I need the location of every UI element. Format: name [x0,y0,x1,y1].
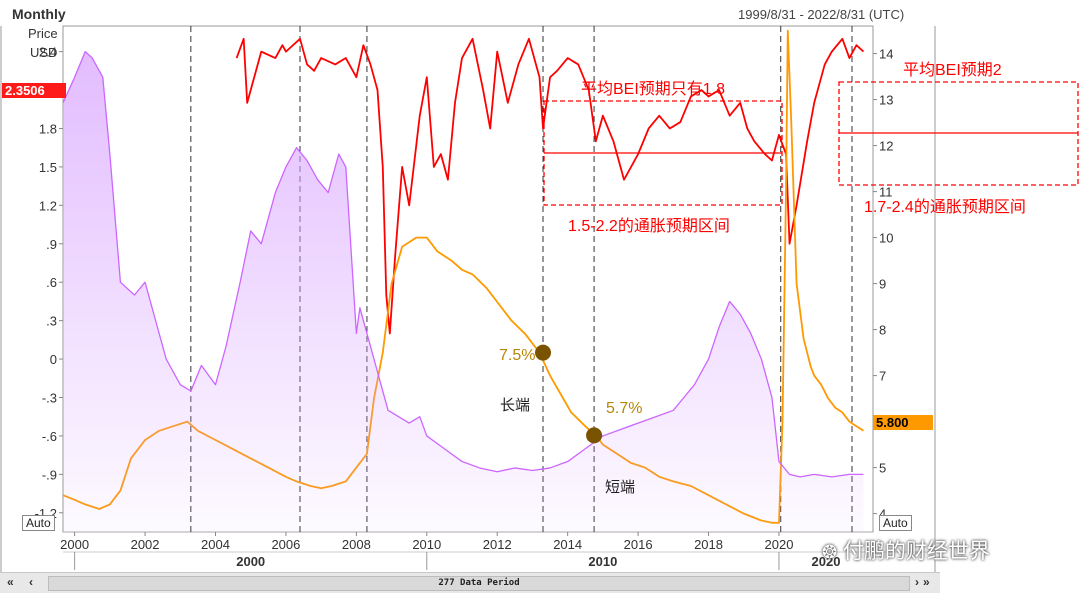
data-period-label: 277 Data Period [438,578,520,588]
y-left-tick-label: 1.2 [39,198,57,213]
x-tick-label: 2020 [765,537,794,552]
annotation-box1-range: 1.5-2.2的通胀预期区间 [568,218,730,235]
x-tick-label: 2014 [553,537,582,552]
y-right-tick-label: 12 [879,139,893,154]
x-tick-label: 2004 [201,537,230,552]
scroll-last-icon[interactable]: » [923,575,930,589]
unit-label-price: Price [28,26,58,41]
unit-label-usd: USD [30,45,58,60]
y-right-tick-label: 5 [879,461,886,476]
y-right-tick-label: 13 [879,93,893,108]
annotation-short-end: 短端 [605,479,636,496]
x-tick-label: 2010 [412,537,441,552]
y-right-tick-label: 14 [879,47,893,62]
y-right-tick-label: 9 [879,277,886,292]
y-right-tick-label: 7 [879,369,886,384]
watermark-text: 付鹏的财经世界 [842,540,990,563]
y-right-tick-label: 8 [879,323,886,338]
annotation-pct-long: 7.5% [499,347,536,364]
short-end-series-line [63,50,864,478]
x-tick-label: 2006 [271,537,300,552]
date-range-label: 1999/8/31 - 2022/8/31 (UTC) [738,7,905,22]
annotation-long-end: 长端 [500,397,531,414]
auto-left-button[interactable]: Auto [22,515,55,531]
watermark-icon: ❂ [822,542,838,562]
y-left-tick-label: .9 [46,237,57,252]
y-left-tick-label: 2.4 [39,45,57,60]
right-value-tag: 5.800 [873,415,933,430]
x-decade-label: 2020 [812,554,841,569]
x-tick-label: 2008 [342,537,371,552]
x-tick-label: 2018 [694,537,723,552]
x-decade-label: 2000 [236,554,265,569]
x-tick-label: 2016 [624,537,653,552]
x-tick-label: 2012 [483,537,512,552]
short-end-area-fill [63,51,864,532]
y-right-tick-label: 10 [879,231,893,246]
bei-series-line [235,37,865,335]
scroll-next-icon[interactable]: › [915,575,919,589]
annotation-box2-title: 平均BEI预期2 [903,62,1002,79]
annotation-box2-range: 1.7-2.4的通胀预期区间 [864,199,1026,216]
y-left-tick-label: -.6 [42,429,57,444]
chart-canvas: 2.42.11.81.51.2.9.6.30-.3-.6-.9-1.2 1413… [0,25,1079,572]
y-left-tick-label: .6 [46,275,57,290]
annotation-box1-title: 平均BEI预期只有1.8 [581,81,726,98]
annotation-pct-short: 5.7% [606,400,643,417]
auto-right-button[interactable]: Auto [879,515,912,531]
highlight-marker [535,344,552,361]
left-value-tag: 2.3506 [2,83,66,98]
y-right-tick-label: 11 [879,185,893,200]
x-decade-label: 2010 [588,554,617,569]
scrollbar-track[interactable]: 277 Data Period [48,576,910,591]
scroll-prev-icon[interactable]: ‹ [29,575,33,589]
y-left-tick-label: .3 [46,314,57,329]
y-right-tick-label: 4 [879,507,886,522]
y-left-tick-label: 1.8 [39,121,57,136]
y-left-tick-label: 0 [50,352,57,367]
x-tick-label: 2000 [60,537,89,552]
y-left-tick-label: -.3 [42,390,57,405]
frequency-label: Monthly [12,6,66,22]
y-left-tick-label: 1.5 [39,160,57,175]
time-scrollbar[interactable]: « ‹ 277 Data Period › » [0,572,940,593]
highlight-marker [586,427,603,444]
watermark: ❂ 付鹏的财经世界 [822,535,990,565]
y-left-tick-label: -.9 [42,467,57,482]
x-tick-label: 2002 [131,537,160,552]
scroll-first-icon[interactable]: « [7,575,14,589]
